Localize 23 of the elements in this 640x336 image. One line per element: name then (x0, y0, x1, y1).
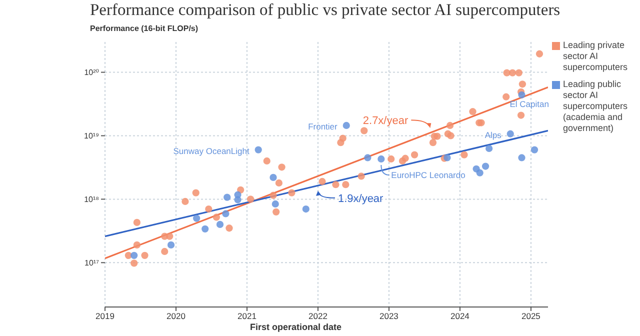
annotation: 1.9x/year (338, 192, 384, 205)
annotation: 2.7x/year (362, 115, 408, 128)
annotation: Alps (484, 130, 502, 140)
x-tick-label: 2021 (238, 311, 257, 322)
x-tick-label: 2022 (308, 311, 328, 322)
annotation: EuroHPC Leonardo (391, 170, 466, 180)
x-tick-label: 2020 (166, 311, 186, 322)
x-tick-label: 2023 (380, 311, 399, 322)
x-axis-title: First operational date (250, 322, 342, 332)
y-tick-label: 10²⁰ (84, 68, 99, 78)
legend-label: Leading private sector AI supercomputers (563, 40, 629, 73)
y-axis-title: Performance (16-bit FLOP/s) (90, 24, 198, 33)
annotation: El Capitan (510, 98, 550, 109)
x-tick-label: 2025 (522, 311, 541, 322)
y-tick-label: 10¹⁸ (84, 195, 99, 204)
x-tick-label: 2024 (450, 311, 470, 322)
chart-title: Performance comparison of public vs private sector AI supercomputers (90, 0, 560, 20)
y-tick-label: 10¹⁷ (84, 258, 100, 268)
annotation: Frontier (308, 121, 338, 132)
x-tick-label: 2019 (96, 311, 115, 322)
legend-label: Leading public sector AI supercomputers (academia and government) (563, 79, 629, 134)
annotation: Sunway OceanLight (173, 146, 250, 156)
y-tick-label: 10¹⁹ (84, 132, 99, 141)
